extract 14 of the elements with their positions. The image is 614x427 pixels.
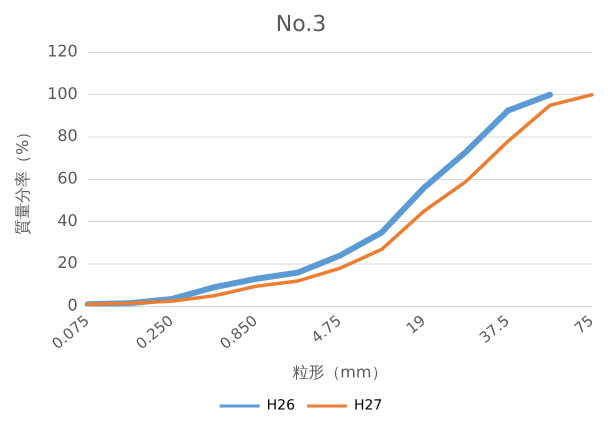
x-axis-title: 粒形（mm） [292, 362, 388, 382]
y-tick-label: 20 [57, 253, 78, 272]
y-tick-label: 40 [57, 210, 78, 230]
chart-title: No.3 [276, 12, 326, 37]
x-tick-label: 19 [402, 312, 429, 338]
y-tick-label: 80 [57, 126, 78, 146]
legend-label: H26 [266, 398, 296, 414]
y-tick-label: 0 [68, 296, 78, 315]
legend-label: H27 [354, 398, 382, 414]
y-tick-label: 60 [57, 168, 78, 188]
y-axis-title: 質量分率（%） [12, 124, 32, 236]
y-tick-label: 100 [47, 84, 78, 103]
y-tick-label: 120 [47, 42, 78, 61]
x-tick-label: 75 [570, 312, 598, 338]
